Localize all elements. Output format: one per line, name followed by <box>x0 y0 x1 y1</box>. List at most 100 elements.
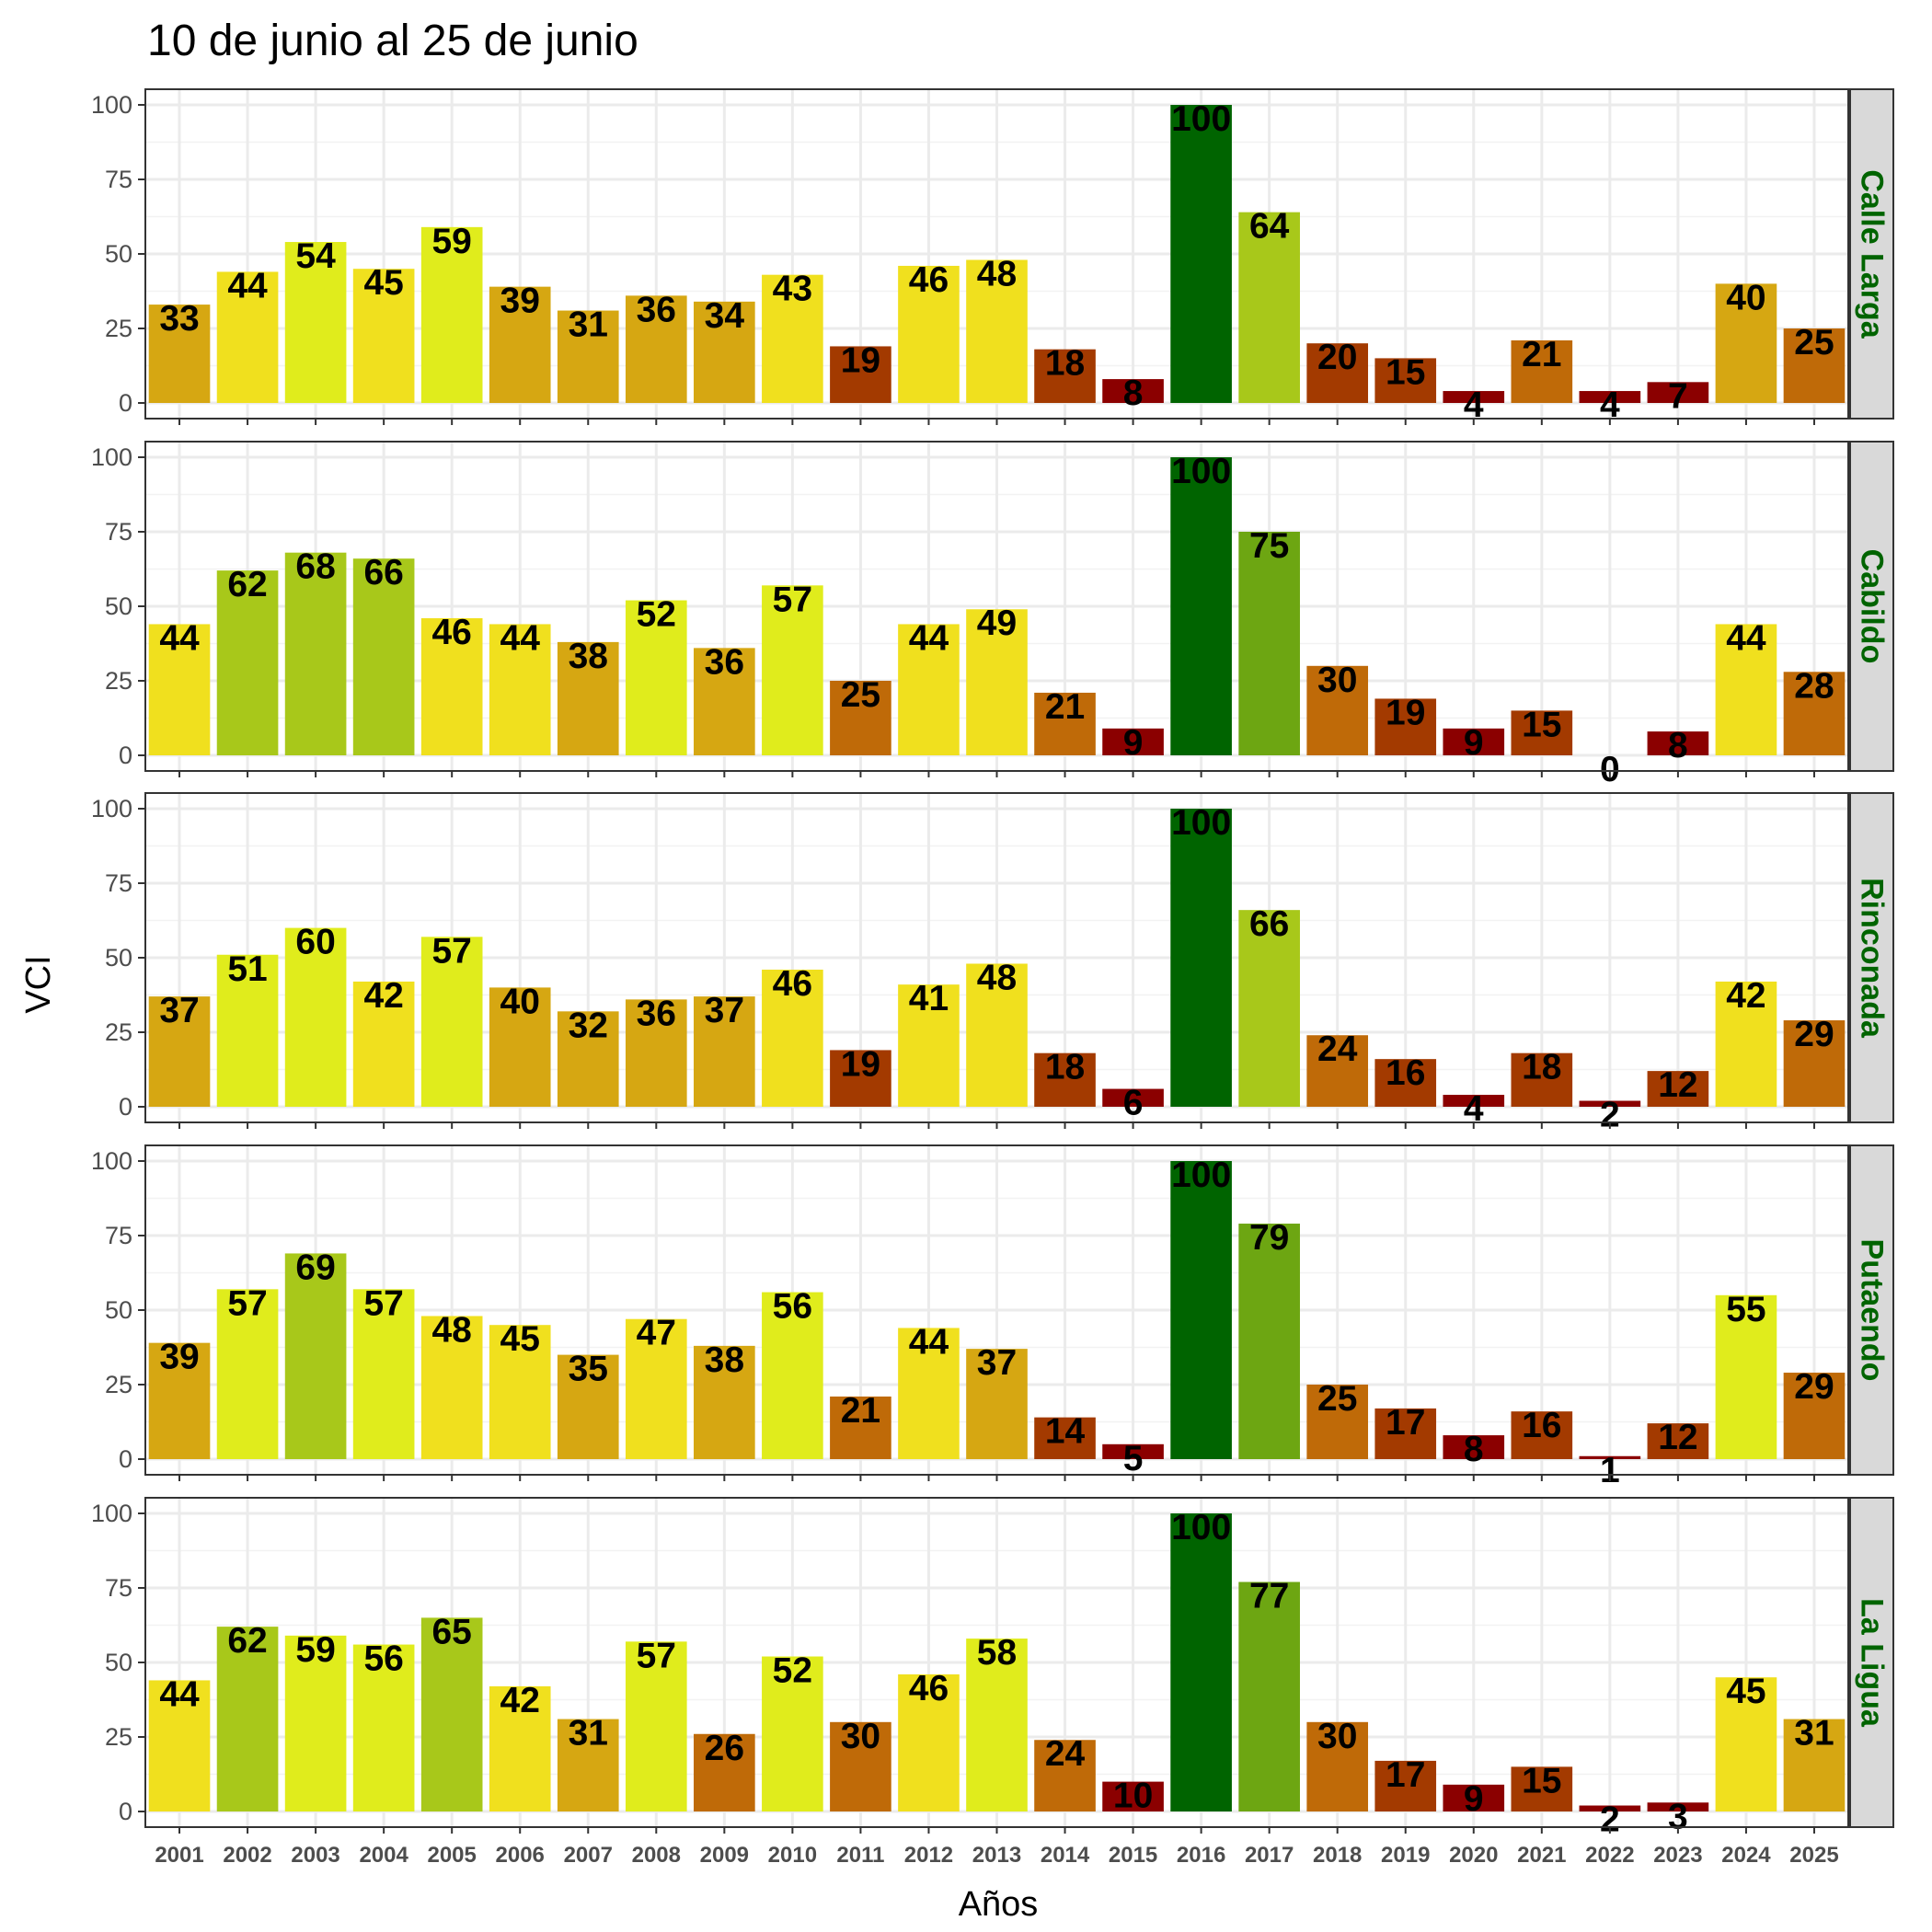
bar <box>1511 1052 1573 1107</box>
bar-value-label: 57 <box>431 931 471 971</box>
bar <box>420 1316 483 1459</box>
y-tick-label: 25 <box>105 1371 132 1398</box>
bar-value-label: 25 <box>1317 1379 1357 1419</box>
bar <box>1511 1766 1573 1811</box>
bar-value-label: 16 <box>1386 1053 1425 1093</box>
y-tick-label: 75 <box>105 1222 132 1249</box>
bar-value-label: 15 <box>1522 1761 1561 1800</box>
bar-value-label: 57 <box>363 1283 403 1323</box>
bar <box>216 271 279 403</box>
bar-value-label: 45 <box>1726 1672 1765 1711</box>
bar <box>557 1011 619 1107</box>
bar <box>1102 379 1164 403</box>
x-tick-label: 2017 <box>1245 1843 1294 1868</box>
bar <box>557 1719 619 1811</box>
bar <box>1579 1100 1641 1107</box>
bar <box>1238 532 1300 755</box>
bar <box>1170 1161 1232 1459</box>
bar <box>1170 1513 1232 1811</box>
bar-value-label: 9 <box>1123 723 1144 763</box>
bar-value-label: 68 <box>295 547 335 587</box>
bar-value-label: 65 <box>431 1612 471 1651</box>
bar-value-label: 75 <box>1249 526 1289 566</box>
bar-value-label: 8 <box>1668 726 1688 765</box>
bar <box>216 954 279 1107</box>
bar-value-label: 44 <box>159 618 200 658</box>
y-tick-label: 25 <box>105 315 132 342</box>
bar <box>420 617 483 755</box>
bar-value-label: 66 <box>1249 904 1289 944</box>
y-tick-label: 75 <box>105 869 132 897</box>
facet-strip-label: Rinconada <box>1855 878 1890 1039</box>
bar <box>830 1721 891 1811</box>
bar <box>1511 710 1573 755</box>
bar-value-label: 34 <box>705 296 745 336</box>
bar-value-label: 10 <box>1113 1777 1153 1816</box>
bar <box>625 600 687 755</box>
y-tick-label: 100 <box>91 1147 132 1175</box>
bar <box>148 624 211 755</box>
x-tick-label: 2020 <box>1449 1843 1498 1868</box>
bar-value-label: 30 <box>841 1717 880 1756</box>
bar <box>830 1396 891 1459</box>
bar-value-label: 37 <box>705 991 744 1030</box>
bar-value-label: 100 <box>1171 1156 1231 1195</box>
bar-value-label: 42 <box>500 1681 540 1720</box>
bar <box>1374 698 1437 755</box>
bar-value-label: 57 <box>637 1636 676 1675</box>
bar-value-label: 56 <box>773 1287 812 1327</box>
bar <box>1102 1443 1164 1459</box>
y-tick-label: 50 <box>105 1649 132 1676</box>
bar <box>1374 358 1437 403</box>
bar <box>1647 382 1709 403</box>
bar-value-label: 52 <box>773 1651 812 1691</box>
bar-value-label: 2 <box>1600 1800 1620 1840</box>
facet-strip <box>1849 1144 1894 1476</box>
x-tick-label: 2018 <box>1313 1843 1362 1868</box>
bar <box>1647 1802 1709 1811</box>
bar-value-label: 17 <box>1386 1403 1425 1443</box>
bar-value-label: 37 <box>159 991 199 1030</box>
bar <box>830 1050 891 1107</box>
y-axis-title: VCI <box>19 955 58 1013</box>
bar <box>148 1680 211 1811</box>
y-tick-label: 0 <box>119 1798 132 1825</box>
bar-value-label: 36 <box>637 994 676 1033</box>
bar-value-label: 30 <box>1317 661 1357 700</box>
facet-strip-label: Calle Larga <box>1855 169 1890 339</box>
x-axis-ticks: 2001 2002 2003 2004 2005 2006 2007 2008 2009 2010… <box>155 1843 1838 1868</box>
bar-value-label: 20 <box>1317 338 1357 377</box>
x-tick-label: 2012 <box>904 1843 953 1868</box>
bar-value-label: 18 <box>1522 1048 1561 1087</box>
bar <box>1374 1059 1437 1107</box>
bar <box>1783 1020 1846 1107</box>
x-tick-label: 2021 <box>1517 1843 1566 1868</box>
bar-value-label: 46 <box>431 613 471 652</box>
bar-value-label: 47 <box>637 1314 676 1353</box>
bar <box>1443 1435 1505 1459</box>
bar <box>1715 283 1777 403</box>
bar <box>1579 1805 1641 1811</box>
facet-strip-label: La Ligua <box>1855 1598 1890 1728</box>
bar-value-label: 9 <box>1464 723 1484 763</box>
bar <box>489 286 551 403</box>
bar <box>1170 457 1232 755</box>
bar <box>420 1617 483 1811</box>
x-tick-label: 2010 <box>768 1843 817 1868</box>
bar-value-label: 19 <box>1386 693 1425 732</box>
bar-value-label: 59 <box>431 222 471 261</box>
bar <box>898 1328 960 1459</box>
bar-value-label: 1 <box>1600 1451 1620 1490</box>
bar-value-label: 14 <box>1045 1412 1086 1452</box>
bar-value-label: 44 <box>909 618 949 658</box>
bar <box>1647 731 1709 755</box>
bar-value-label: 9 <box>1464 1779 1484 1819</box>
bar <box>1783 1719 1846 1811</box>
bar <box>1034 1417 1096 1459</box>
facet-strip-label: Cabildo <box>1855 549 1890 664</box>
bar <box>489 1325 551 1459</box>
bar-value-label: 100 <box>1171 99 1231 139</box>
bar-value-label: 58 <box>977 1633 1017 1673</box>
bar-value-label: 4 <box>1464 385 1484 425</box>
